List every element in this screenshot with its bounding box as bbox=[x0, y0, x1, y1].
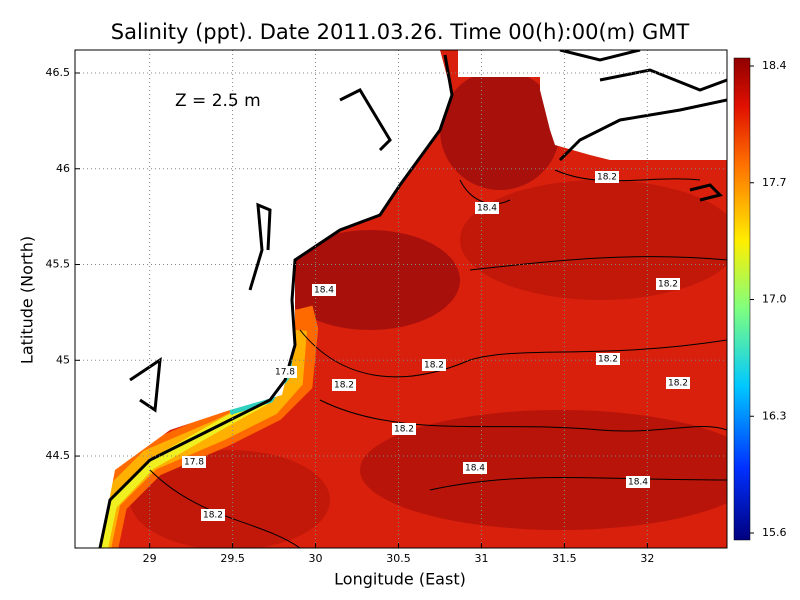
contour-label-box bbox=[201, 509, 225, 521]
y-tick-label: 46 bbox=[56, 162, 70, 175]
contour-label: 17.8 bbox=[275, 368, 295, 378]
contour-label: 18.2 bbox=[658, 280, 678, 290]
contour-label-box bbox=[332, 379, 356, 391]
land bbox=[458, 50, 727, 160]
y-tick-label: 44.5 bbox=[46, 449, 71, 462]
contour-label-box bbox=[595, 171, 619, 183]
colorbar-tick-label: 18.4 bbox=[762, 59, 787, 72]
contour-label: 18.2 bbox=[598, 355, 618, 365]
coastline bbox=[98, 50, 727, 548]
colorbar bbox=[733, 57, 751, 541]
colorbar-tick-label: 17.7 bbox=[762, 176, 787, 189]
y-tick-label: 46.5 bbox=[46, 66, 71, 79]
contour-label: 18.4 bbox=[477, 204, 497, 214]
contour-label: 17.8 bbox=[184, 458, 204, 468]
colorbar-tick-label: 17.0 bbox=[762, 293, 787, 306]
contour-label: 18.4 bbox=[465, 464, 485, 474]
salinity-patch bbox=[460, 180, 727, 300]
contour-lines bbox=[149, 169, 727, 548]
contour-label-box bbox=[312, 284, 336, 296]
contour-label-box bbox=[666, 377, 690, 389]
contour-label: 18.4 bbox=[314, 286, 334, 296]
salinity-patch bbox=[280, 230, 460, 330]
contour-label: 18.2 bbox=[668, 379, 688, 389]
contour-label-box bbox=[273, 366, 297, 378]
x-tick-label: 31.5 bbox=[552, 552, 577, 565]
x-tick-label: 31 bbox=[474, 552, 488, 565]
contour-label-box bbox=[475, 202, 499, 214]
colorbar-tick-label: 16.3 bbox=[762, 409, 787, 422]
contour-label: 18.2 bbox=[424, 361, 444, 371]
salinity-patch bbox=[130, 450, 330, 548]
x-tick-label: 29 bbox=[143, 552, 157, 565]
contour-label: 18.4 bbox=[628, 478, 648, 488]
contour-label: 18.2 bbox=[334, 381, 354, 391]
map bbox=[75, 50, 727, 548]
chart-title: Salinity (ppt). Date 2011.03.26. Time 00… bbox=[111, 20, 690, 44]
x-tick-label: 30.5 bbox=[386, 552, 411, 565]
contour-label-box bbox=[596, 353, 620, 365]
land bbox=[75, 50, 452, 548]
contour-label-box bbox=[182, 456, 206, 468]
y-axis-label: Latitude (North) bbox=[18, 236, 37, 364]
depth-annotation: Z = 2.5 m bbox=[175, 91, 261, 111]
contour-label-box bbox=[626, 476, 650, 488]
contour-label-box bbox=[392, 423, 416, 435]
salinity-patch bbox=[360, 410, 727, 530]
contour-label: 18.2 bbox=[394, 425, 414, 435]
y-tick-label: 45 bbox=[56, 353, 70, 366]
x-tick-label: 29.5 bbox=[220, 552, 245, 565]
salinity-patch bbox=[440, 70, 560, 190]
x-axis-label: Longitude (East) bbox=[334, 570, 466, 589]
contour-label-box bbox=[463, 462, 487, 474]
contour-label-box bbox=[656, 278, 680, 290]
contour-label: 18.2 bbox=[203, 511, 223, 521]
plot-frame bbox=[74, 49, 728, 549]
contour-label-box bbox=[422, 359, 446, 371]
x-tick-label: 32 bbox=[640, 552, 654, 565]
y-tick-label: 45.5 bbox=[46, 258, 71, 271]
x-tick-label: 30 bbox=[309, 552, 323, 565]
contour-label: 18.2 bbox=[597, 173, 617, 183]
colorbar-tick-label: 15.6 bbox=[762, 526, 787, 539]
